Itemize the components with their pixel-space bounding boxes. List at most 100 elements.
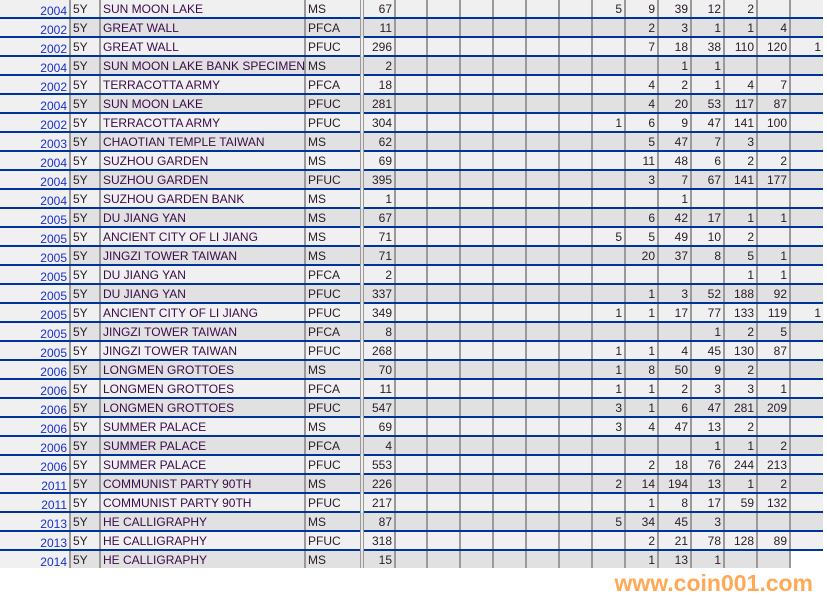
empty-cell xyxy=(525,379,559,399)
table-row: 2002 5Y GREAT WALL PFCA 11 2 3 1 1 4 xyxy=(0,18,823,38)
type-cell: PFUC xyxy=(304,113,362,133)
count-cell: 2 xyxy=(360,265,395,285)
grade-cell: 6 xyxy=(624,113,658,133)
empty-cell xyxy=(525,322,559,342)
empty-cell xyxy=(394,322,427,342)
year-cell: 2002 xyxy=(0,113,70,133)
term-cell: 5Y xyxy=(69,360,100,380)
empty-cell xyxy=(426,284,460,304)
empty-cell xyxy=(525,284,559,304)
empty-cell xyxy=(558,94,592,114)
grade-cell: 49 xyxy=(657,227,691,247)
term-cell: 5Y xyxy=(69,189,100,209)
grade-cell: 10 xyxy=(690,227,724,247)
table-row: 2002 5Y TERRACOTTA ARMY PFUC 304 1 6 9 47 141 100 xyxy=(0,113,823,133)
type-cell: MS xyxy=(304,56,362,76)
empty-cell xyxy=(426,151,460,171)
type-cell: PFCA xyxy=(304,322,362,342)
empty-cell xyxy=(525,151,559,171)
empty-cell xyxy=(558,493,592,513)
table-row: 2003 5Y CHAOTIAN TEMPLE TAIWAN MS 62 5 47 7 3 xyxy=(0,132,823,152)
empty-cell xyxy=(492,455,526,475)
grade-cell: 42 xyxy=(657,208,691,228)
empty-cell xyxy=(525,246,559,266)
count-cell: 8 xyxy=(360,322,395,342)
term-cell: 5Y xyxy=(69,474,100,494)
empty-cell xyxy=(459,455,493,475)
count-cell: 71 xyxy=(360,246,395,266)
empty-cell xyxy=(426,512,460,532)
empty-cell xyxy=(558,208,592,228)
count-cell: 553 xyxy=(360,455,395,475)
empty-cell xyxy=(426,56,460,76)
grade-cell xyxy=(789,322,823,342)
empty-cell xyxy=(558,360,592,380)
grade-cell: 1 xyxy=(591,360,625,380)
empty-cell xyxy=(459,512,493,532)
year-cell: 2004 xyxy=(0,151,70,171)
year-cell: 2005 xyxy=(0,322,70,342)
empty-cell xyxy=(558,512,592,532)
grade-cell: 1 xyxy=(723,18,757,38)
grade-cell: 2 xyxy=(756,151,790,171)
table-row: 2006 5Y SUMMER PALACE MS 69 3 4 47 13 2 xyxy=(0,417,823,437)
empty-cell xyxy=(426,0,460,19)
empty-cell xyxy=(394,360,427,380)
table-row: 2006 5Y LONGMEN GROTTOES MS 70 1 8 50 9 2 xyxy=(0,360,823,380)
grade-cell xyxy=(789,151,823,171)
empty-cell xyxy=(394,531,427,551)
grade-cell: 5 xyxy=(624,132,658,152)
year-cell: 2005 xyxy=(0,265,70,285)
count-cell: 217 xyxy=(360,493,395,513)
grade-cell: 1 xyxy=(624,341,658,361)
grade-cell xyxy=(723,56,757,76)
table-row: 2002 5Y GREAT WALL PFUC 296 7 18 38 110 120 1 xyxy=(0,37,823,57)
empty-cell xyxy=(394,398,427,418)
empty-cell xyxy=(426,417,460,437)
grade-cell: 12 xyxy=(690,0,724,19)
count-cell: 547 xyxy=(360,398,395,418)
term-cell: 5Y xyxy=(69,0,100,19)
grade-cell: 117 xyxy=(723,94,757,114)
empty-cell xyxy=(394,113,427,133)
empty-cell xyxy=(394,94,427,114)
count-cell: 268 xyxy=(360,341,395,361)
table-row: 2006 5Y LONGMEN GROTTOES PFUC 547 3 1 6 47 281 209 xyxy=(0,398,823,418)
empty-cell xyxy=(426,436,460,456)
empty-cell xyxy=(459,56,493,76)
name-cell: LONGMEN GROTTOES xyxy=(99,379,305,399)
empty-cell xyxy=(492,94,526,114)
empty-cell xyxy=(492,246,526,266)
type-cell: PFUC xyxy=(304,170,362,190)
empty-cell xyxy=(558,18,592,38)
table-row: 2013 5Y HE CALLIGRAPHY MS 87 5 34 45 3 xyxy=(0,512,823,532)
empty-cell xyxy=(426,246,460,266)
grade-cell xyxy=(789,284,823,304)
table-row: 2004 5Y SUN MOON LAKE BANK SPECIMEN MS 2 1 1 xyxy=(0,56,823,76)
term-cell: 5Y xyxy=(69,512,100,532)
grade-cell: 9 xyxy=(657,113,691,133)
grade-cell: 1 xyxy=(624,550,658,568)
grade-cell: 2 xyxy=(756,436,790,456)
grade-cell: 3 xyxy=(723,379,757,399)
empty-cell xyxy=(558,417,592,437)
grade-cell: 39 xyxy=(657,0,691,19)
table-row: 2005 5Y DU JIANG YAN MS 67 6 42 17 1 1 xyxy=(0,208,823,228)
empty-cell xyxy=(558,246,592,266)
table-row: 2004 5Y SUZHOU GARDEN PFUC 395 3 7 67 141 177 xyxy=(0,170,823,190)
year-cell: 2006 xyxy=(0,360,70,380)
grade-cell: 8 xyxy=(657,493,691,513)
year-cell: 2006 xyxy=(0,379,70,399)
type-cell: MS xyxy=(304,417,362,437)
table-body: 2004 5Y SUN MOON LAKE MS 67 5 9 39 12 2 2002 5Y GREA… xyxy=(0,0,823,568)
empty-cell xyxy=(525,455,559,475)
table-row: 2004 5Y SUN MOON LAKE MS 67 5 9 39 12 2 xyxy=(0,0,823,19)
grade-cell: 2 xyxy=(723,151,757,171)
name-cell: DU JIANG YAN xyxy=(99,208,305,228)
grade-cell: 3 xyxy=(690,512,724,532)
name-cell: COMMUNIST PARTY 90TH xyxy=(99,474,305,494)
empty-cell xyxy=(459,379,493,399)
empty-cell xyxy=(394,208,427,228)
grade-cell: 5 xyxy=(591,0,625,19)
empty-cell xyxy=(525,170,559,190)
